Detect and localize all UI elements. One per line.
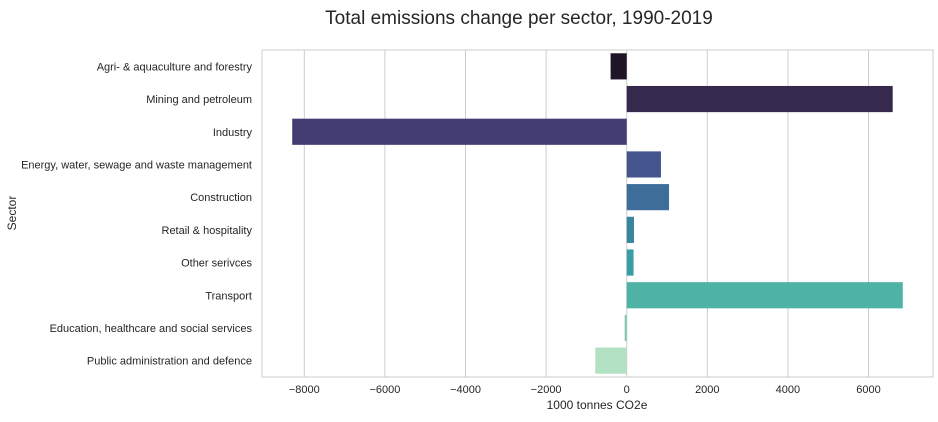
y-tick-label: Industry bbox=[213, 127, 253, 139]
y-tick-label: Retail & hospitality bbox=[162, 225, 253, 237]
x-tick-label: −2000 bbox=[531, 384, 562, 396]
bar bbox=[595, 347, 627, 374]
plot-frame bbox=[261, 49, 934, 378]
y-tick-labels: Agri- & aquaculture and forestry Mining a… bbox=[21, 61, 252, 367]
bar bbox=[626, 216, 634, 243]
y-tick-label: Construction bbox=[190, 192, 252, 204]
bars bbox=[292, 53, 903, 374]
y-tick-label: Education, healthcare and social service… bbox=[50, 323, 253, 335]
bar bbox=[626, 282, 903, 309]
x-tick-labels: −8000 −6000 −4000 −2000 0 2000 4000 6000 bbox=[289, 384, 881, 396]
x-tick-label: 4000 bbox=[776, 384, 800, 396]
bar bbox=[626, 184, 670, 211]
y-tick-label: Other serivces bbox=[181, 258, 252, 270]
bar bbox=[626, 249, 634, 276]
x-tick-label: −6000 bbox=[369, 384, 400, 396]
bar bbox=[292, 118, 627, 145]
bar bbox=[626, 151, 661, 178]
x-tick-label: −4000 bbox=[450, 384, 481, 396]
y-tick-label: Transport bbox=[205, 290, 252, 302]
x-tick-label: 0 bbox=[624, 384, 630, 396]
y-tick-label: Energy, water, sewage and waste manageme… bbox=[21, 159, 252, 171]
y-tick-label: Mining and petroleum bbox=[146, 94, 252, 106]
y-tick-label: Public administration and defence bbox=[87, 356, 252, 368]
x-tick-label: 2000 bbox=[695, 384, 719, 396]
bar bbox=[624, 314, 627, 342]
x-axis-label: 1000 tonnes CO2e bbox=[547, 398, 648, 412]
bar bbox=[626, 85, 893, 113]
x-tick-label: 6000 bbox=[856, 384, 880, 396]
x-tick-label: −8000 bbox=[289, 384, 320, 396]
y-tick-label: Agri- & aquaculture and forestry bbox=[97, 61, 253, 73]
bar bbox=[610, 53, 627, 80]
y-axis-label: Sector bbox=[5, 196, 19, 231]
chart-title: Total emissions change per sector, 1990-… bbox=[325, 8, 713, 29]
